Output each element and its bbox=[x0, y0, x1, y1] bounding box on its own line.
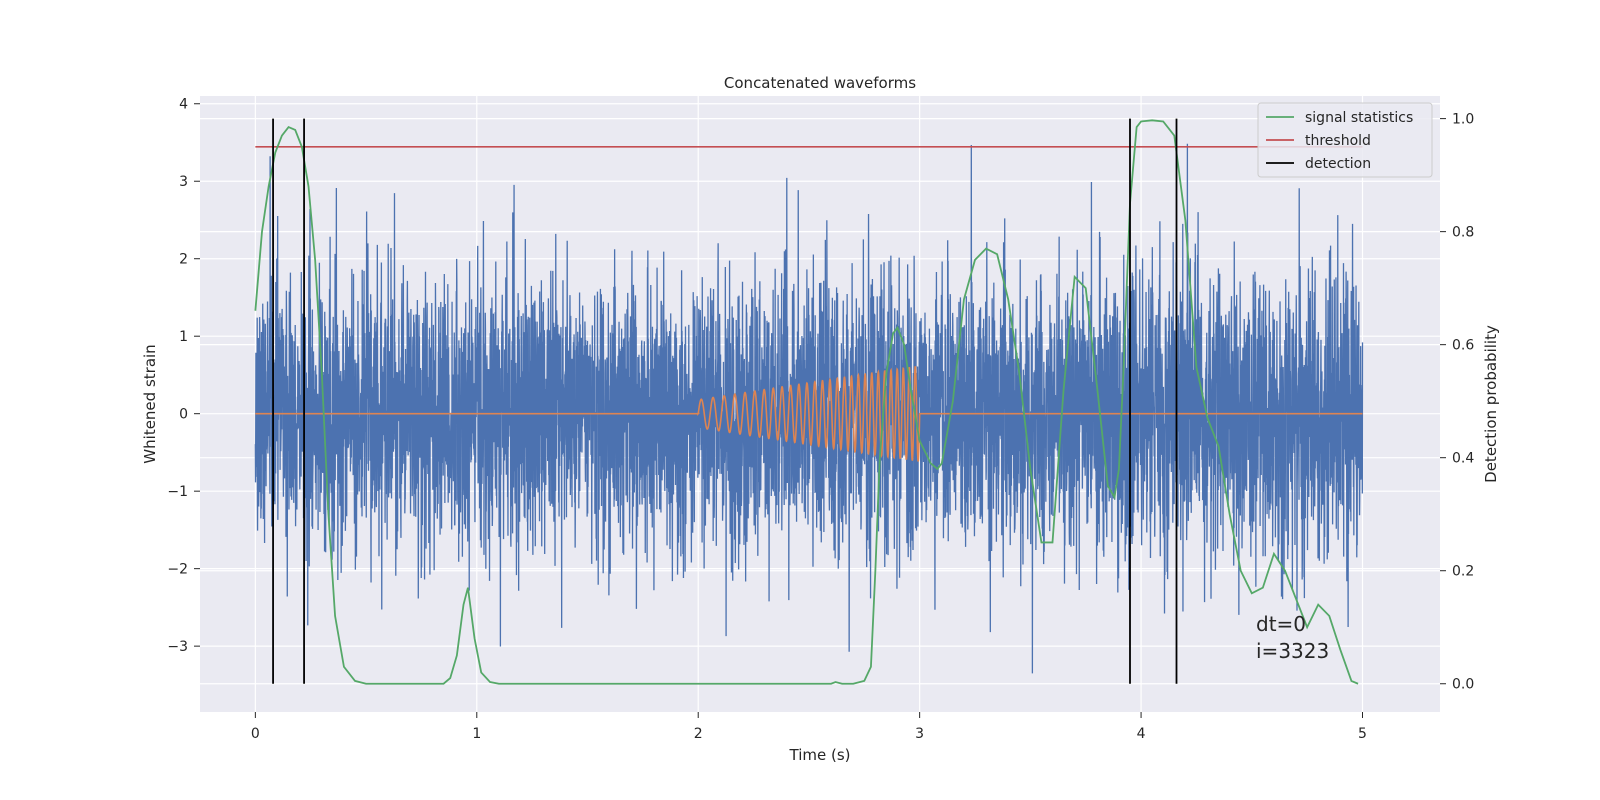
y-axis-label: Whitened strain bbox=[141, 344, 159, 463]
annotation-dt: dt=0 bbox=[1256, 612, 1306, 636]
x-tick-label: 2 bbox=[694, 726, 703, 742]
y-right-tick-label: 1.0 bbox=[1452, 112, 1474, 128]
y-axis-right-label: Detection probability bbox=[1482, 325, 1500, 483]
signal-statistics-line bbox=[254, 119, 1359, 685]
y-tick-label: 4 bbox=[179, 97, 188, 113]
x-tick-label: 4 bbox=[1137, 726, 1146, 742]
y-tick-label: 1 bbox=[179, 329, 188, 345]
y-right-tick-label: 0.8 bbox=[1452, 225, 1474, 241]
x-axis-label: Time (s) bbox=[789, 746, 851, 764]
legend-label-signal: signal statistics bbox=[1305, 110, 1413, 126]
chart-title: Concatenated waveforms bbox=[724, 74, 916, 92]
y-tick-label: 2 bbox=[179, 252, 188, 268]
y-tick-label: −2 bbox=[167, 562, 188, 578]
y-tick-label: 3 bbox=[179, 174, 188, 190]
y-right-tick-label: 0.2 bbox=[1452, 564, 1474, 580]
y-tick-label: 0 bbox=[179, 407, 188, 423]
left-axis: −3 −2 −1 0 1 2 3 4 bbox=[167, 97, 200, 655]
legend-label-threshold: threshold bbox=[1305, 133, 1371, 149]
legend-label-detection: detection bbox=[1305, 156, 1371, 172]
x-tick-label: 1 bbox=[472, 726, 481, 742]
x-tick-label: 0 bbox=[251, 726, 260, 742]
legend: signal statistics threshold detection bbox=[1257, 102, 1433, 178]
y-right-tick-label: 0.0 bbox=[1452, 677, 1474, 693]
x-tick-label: 3 bbox=[915, 726, 924, 742]
y-right-tick-label: 0.6 bbox=[1452, 338, 1474, 354]
detection-lines bbox=[272, 118, 1178, 684]
annotation-i: i=3323 bbox=[1256, 639, 1329, 663]
right-axis: 0.0 0.2 0.4 0.6 0.8 1.0 bbox=[1440, 112, 1474, 693]
y-tick-label: −3 bbox=[167, 639, 188, 655]
y-right-tick-label: 0.4 bbox=[1452, 451, 1474, 467]
x-axis: 0 1 2 3 4 5 bbox=[251, 712, 1367, 742]
legend-box bbox=[1257, 102, 1433, 178]
y-tick-label: −1 bbox=[167, 484, 188, 500]
strain-line bbox=[254, 143, 1364, 674]
x-tick-label: 5 bbox=[1358, 726, 1367, 742]
